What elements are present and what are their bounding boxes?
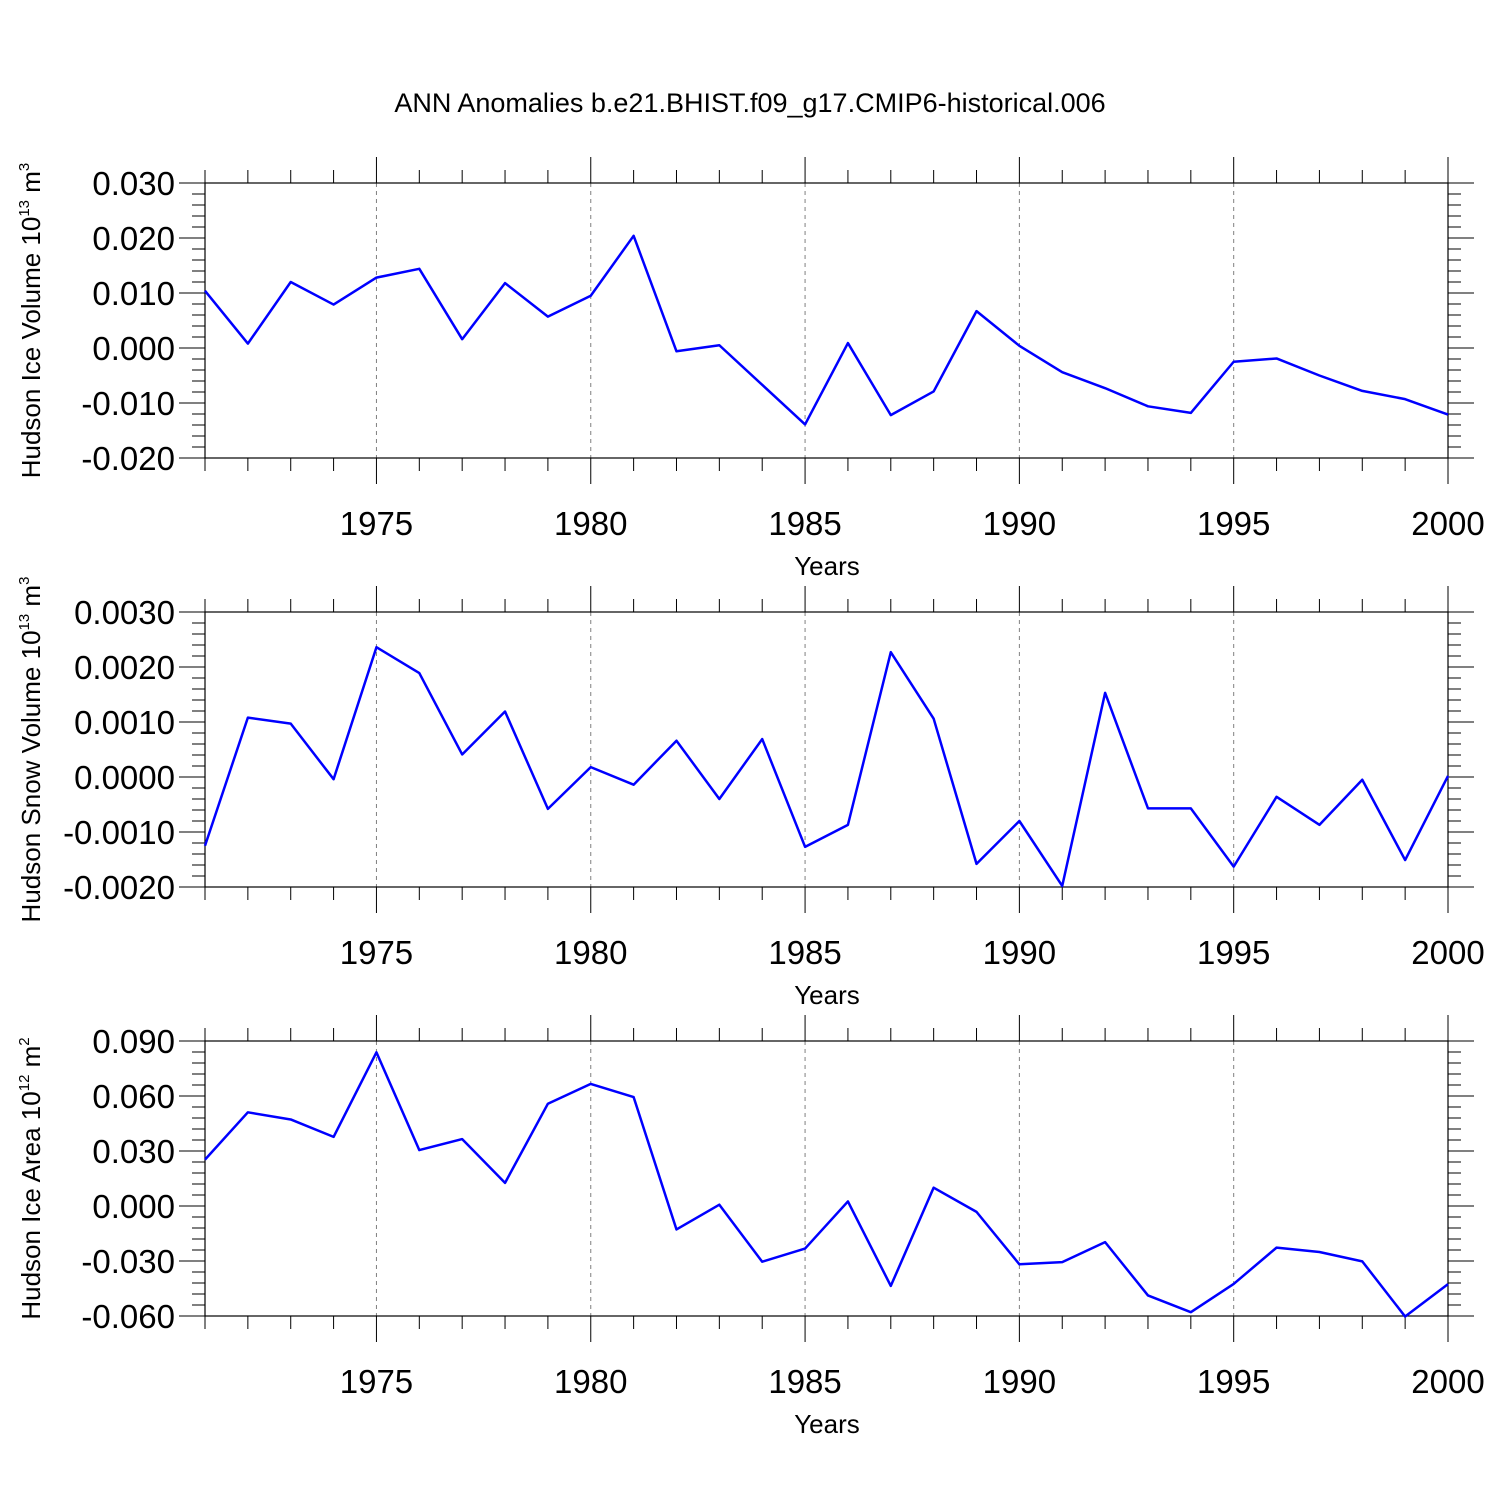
x-tick-label: 1975: [340, 1363, 413, 1400]
y-tick-label: 0.030: [92, 1133, 175, 1170]
y-tick-label: 0.000: [92, 1188, 175, 1225]
y-tick-label: -0.060: [81, 1298, 175, 1335]
plot-frame: [204, 1040, 1449, 1317]
x-tick-label: 1975: [340, 505, 413, 542]
x-tick-label: 1995: [1197, 1363, 1270, 1400]
x-tick-label: 1995: [1197, 934, 1270, 971]
y-axis-title-unit: m: [16, 585, 46, 614]
x-tick-label: 1980: [554, 934, 627, 971]
y-axis-title: Hudson Ice Volume 1013 m3: [16, 163, 46, 479]
data-series-line: [203, 645, 1450, 888]
chart-title: ANN Anomalies b.e21.BHIST.f09_g17.CMIP6-…: [394, 88, 1105, 118]
y-axis-title-text: Hudson Snow Volume 10: [16, 630, 46, 922]
x-tick-label: 1985: [768, 505, 841, 542]
y-axis-title-text: Hudson Ice Volume 10: [16, 217, 46, 479]
y-axis-title: Hudson Ice Area 1012 m2: [16, 1037, 46, 1319]
y-tick-label: 0.060: [92, 1078, 175, 1115]
y-tick-label: 0.0020: [74, 649, 175, 686]
panel-1: -0.020 -0.010 0.000 0.010 0.020 0.030 1975 1980…: [16, 157, 1485, 581]
y-tick-label: 0.030: [92, 165, 175, 202]
y-axis-title-unit: m: [16, 1046, 46, 1075]
plot-frame: [204, 611, 1449, 888]
y-tick-label: -0.0010: [63, 814, 175, 851]
x-tick-label: 1990: [983, 1363, 1056, 1400]
plot-frame: [204, 182, 1449, 459]
x-axis-title: Years: [794, 980, 860, 1010]
y-axis-title-exponent: 13: [16, 614, 33, 631]
x-tick-label: 1990: [983, 505, 1056, 542]
y-tick-label: 0.010: [92, 275, 175, 312]
y-tick-label: -0.020: [81, 440, 175, 477]
x-tick-label: 2000: [1411, 1363, 1484, 1400]
x-tick-label: 1995: [1197, 505, 1270, 542]
x-tick-label: 1985: [768, 934, 841, 971]
y-axis-title-unit-exponent: 2: [16, 1037, 33, 1045]
x-tick-label: 1980: [554, 505, 627, 542]
panel-2: -0.0020 -0.0010 0.0000 0.0010 0.0020 0.0030 19…: [16, 577, 1485, 1010]
x-tick-label: 1980: [554, 1363, 627, 1400]
y-axis-title-unit-exponent: 3: [16, 163, 33, 171]
data-series-line: [204, 1051, 1449, 1318]
y-axis-title-unit-exponent: 3: [16, 577, 33, 585]
x-axis-title: Years: [794, 551, 860, 581]
y-tick-label: -0.030: [81, 1243, 175, 1280]
x-tick-label: 1990: [983, 934, 1056, 971]
y-tick-label: 0.0010: [74, 704, 175, 741]
y-tick-label: 0.090: [92, 1023, 175, 1060]
y-tick-label: 0.000: [92, 330, 175, 367]
x-tick-label: 1985: [768, 1363, 841, 1400]
panels: -0.020 -0.010 0.000 0.010 0.020 0.030 1975 1980…: [16, 157, 1485, 1439]
y-tick-label: 0.0030: [74, 594, 175, 631]
y-axis-title: Hudson Snow Volume 1013 m3: [16, 577, 46, 923]
y-tick-label: 0.020: [92, 220, 175, 257]
y-tick-label: 0.0000: [74, 759, 175, 796]
y-tick-label: -0.010: [81, 385, 175, 422]
y-tick-label: -0.0020: [63, 869, 175, 906]
y-axis-title-text: Hudson Ice Area 10: [16, 1091, 46, 1319]
y-axis-title-exponent: 13: [16, 200, 33, 217]
x-tick-label: 1975: [340, 934, 413, 971]
data-series-line: [204, 234, 1449, 426]
y-axis-title-unit: m: [16, 171, 46, 200]
x-axis-title: Years: [794, 1409, 860, 1439]
x-tick-label: 2000: [1411, 505, 1484, 542]
x-tick-label: 2000: [1411, 934, 1484, 971]
panel-3: -0.060 -0.030 0.000 0.030 0.060 0.090 1975 1980…: [16, 1015, 1485, 1439]
y-axis-title-exponent: 12: [16, 1075, 33, 1092]
